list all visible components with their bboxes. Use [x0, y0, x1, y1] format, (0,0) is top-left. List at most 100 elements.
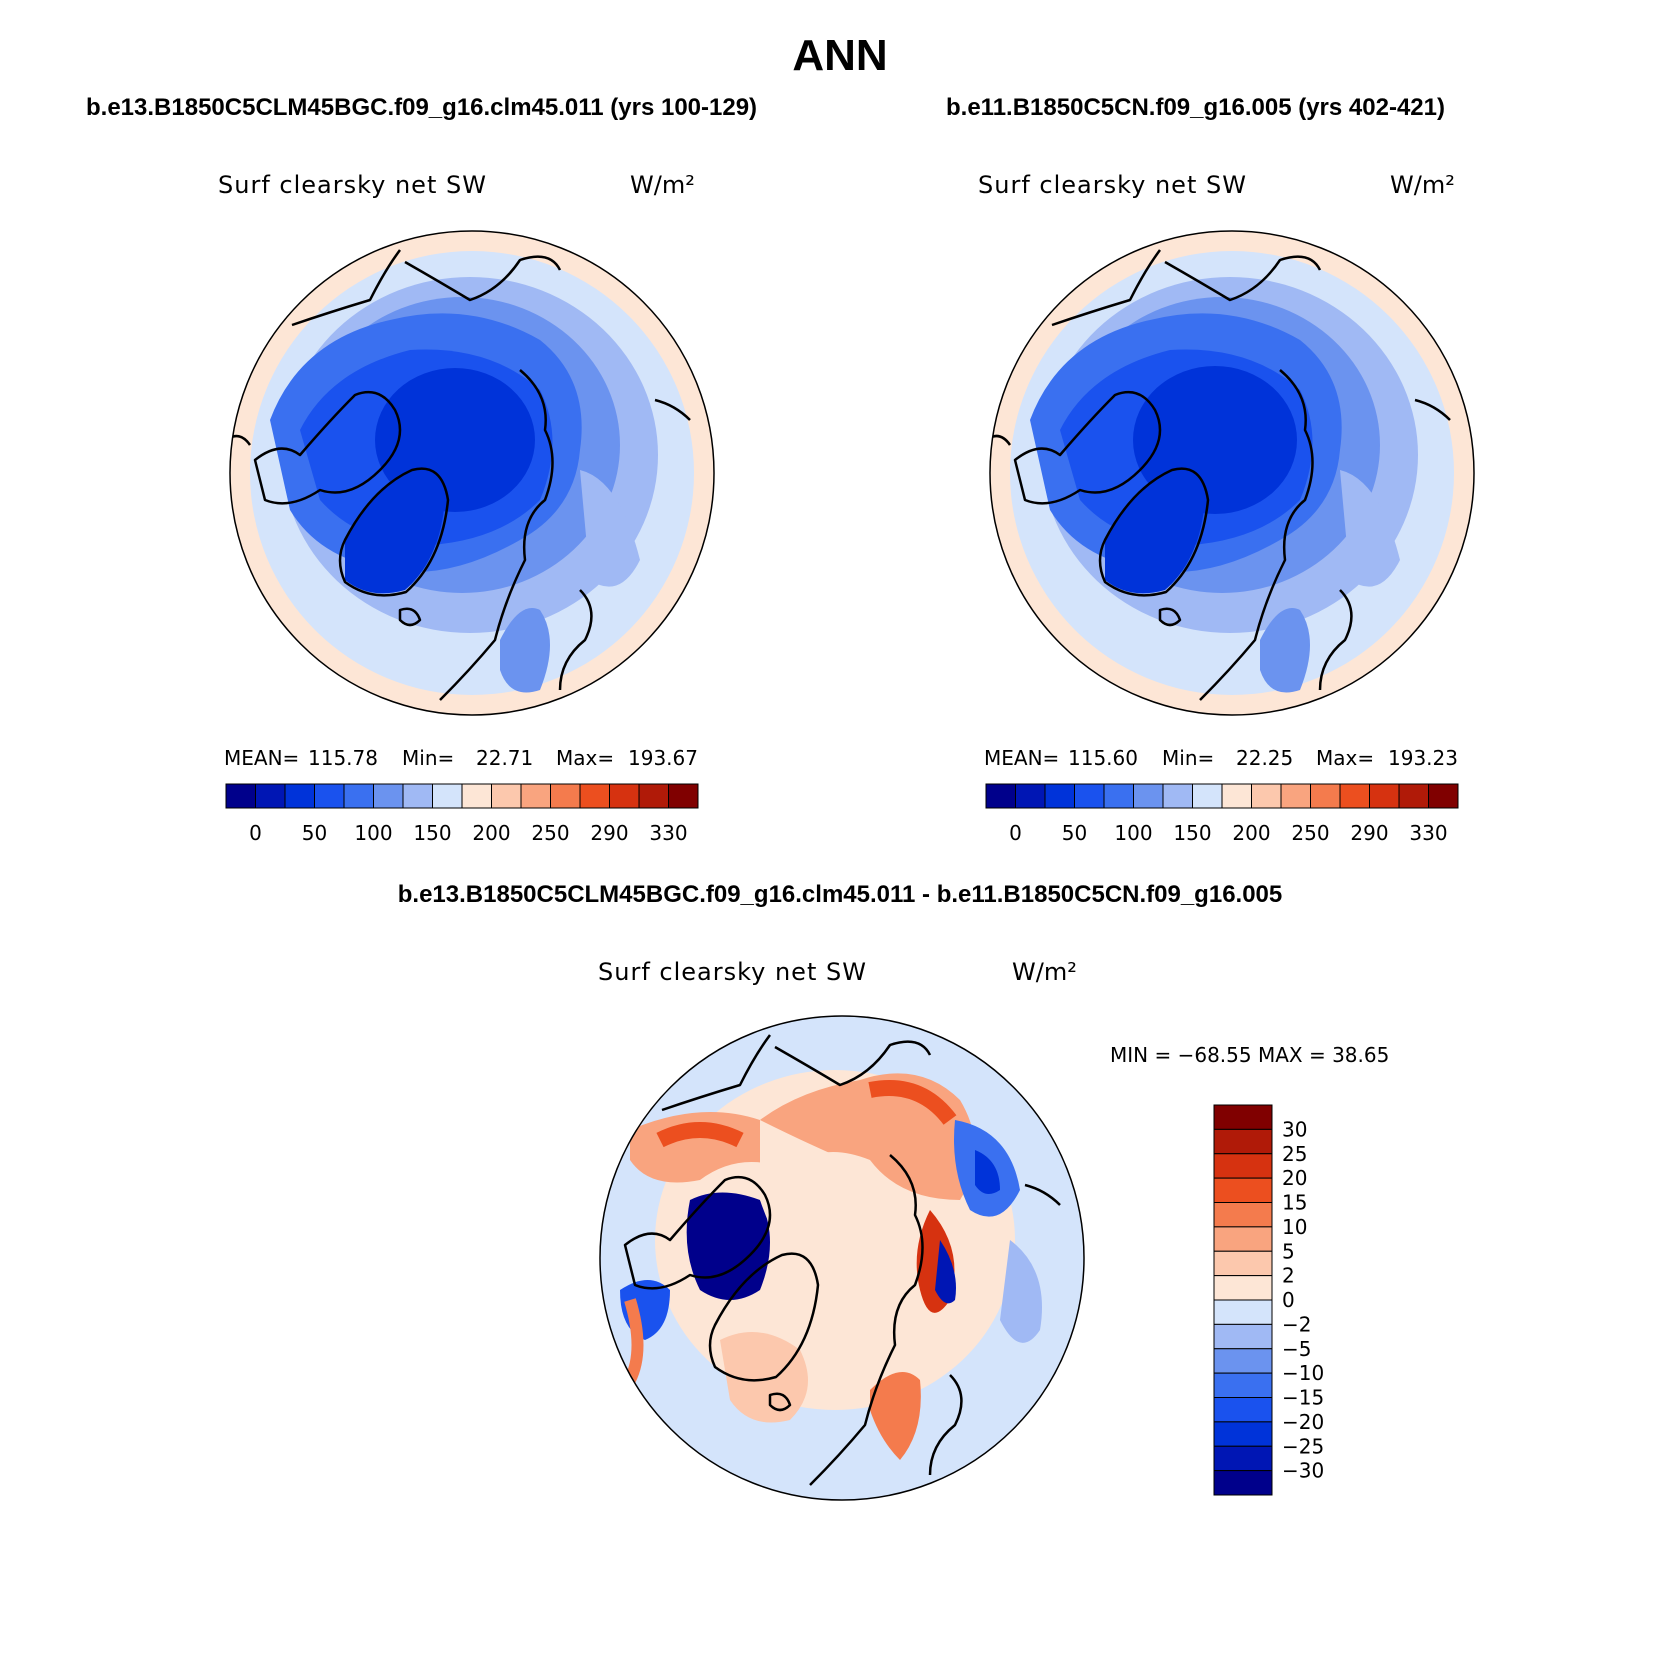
panel-2-colorbar-swatch — [1192, 783, 1223, 809]
diff-colorbar-tick-label: −30 — [1282, 1459, 1324, 1483]
diff-map — [600, 1016, 1084, 1500]
panel-1-colorbar-tick-label: 290 — [590, 821, 628, 845]
panel-1-units: W/m² — [630, 171, 695, 199]
panel-1-coastlines — [230, 249, 691, 701]
diff-colorbar-tick-label: 30 — [1282, 1117, 1307, 1141]
diff-colorbar-swatch — [1213, 1177, 1273, 1203]
panel-1-colorbar: 0 50 100 150 200 250 290 330 — [225, 783, 699, 845]
panel-2-min-label: Min= — [1162, 746, 1214, 770]
panel-2-stats: MEAN= 115.60 Min= 22.25 Max= 193.23 — [984, 746, 1458, 770]
panel-2-colorbar-tick-label: 50 — [1062, 821, 1087, 845]
panel-1-colorbar-swatch — [402, 783, 433, 809]
panel-2-var-label: Surf clearsky net SW — [978, 171, 1247, 199]
diff-var-label: Surf clearsky net SW — [598, 958, 867, 986]
panel-2-map — [990, 231, 1474, 715]
panel-1-colorbar-tick-label: 50 — [302, 821, 327, 845]
panel-1-colorbar-swatch — [284, 783, 315, 809]
diff-colorbar-tick-label: −15 — [1282, 1386, 1324, 1410]
panel-1-colorbar-swatch — [609, 783, 640, 809]
panel-2-mean-value: 115.60 — [1068, 746, 1138, 770]
diff-units: W/m² — [1012, 958, 1077, 986]
panel-2-colorbar-swatch — [1074, 783, 1105, 809]
diff-minmax: MIN = −68.55 MAX = 38.65 — [1110, 1043, 1389, 1067]
panel-2-colorbar-swatch — [1103, 783, 1134, 809]
diff-colorbar-swatch — [1213, 1323, 1273, 1350]
panel-1-max-label: Max= — [556, 746, 614, 770]
diff-colorbar-swatch — [1213, 1470, 1273, 1496]
panel-1-min-label: Min= — [402, 746, 454, 770]
panel-2-colorbar-swatch — [1251, 783, 1282, 809]
panel-2: b.e11.B1850C5CN.f09_g16.005 (yrs 402-421… — [946, 94, 1475, 845]
diff-colorbar-swatch — [1213, 1421, 1273, 1447]
panel-2-colorbar-swatch — [1339, 783, 1370, 809]
panel-2-units: W/m² — [1390, 171, 1455, 199]
panel-1-max-value: 193.67 — [628, 746, 698, 770]
panel-2-case-title: b.e11.B1850C5CN.f09_g16.005 (yrs 402-421… — [946, 94, 1445, 121]
panel-1-colorbar-swatch — [343, 783, 374, 809]
diff-colorbar-tick-label: −20 — [1282, 1410, 1324, 1434]
diff-colorbar-tick-label: −25 — [1282, 1434, 1324, 1458]
panel-2-colorbar-tick-label: 290 — [1350, 821, 1388, 845]
panel-1-colorbar-swatch — [225, 783, 256, 809]
panel-1-colorbar-tick-label: 250 — [531, 821, 569, 845]
diff-colorbar-swatch — [1213, 1226, 1273, 1252]
panel-2-colorbar-swatch — [1428, 783, 1459, 809]
panel-1-stats: MEAN= 115.78 Min= 22.71 Max= 193.67 — [224, 746, 698, 770]
diff-colorbar-swatch — [1213, 1299, 1273, 1325]
panel-2-colorbar-swatch — [1369, 783, 1400, 809]
panel-1-colorbar-tick-label: 200 — [472, 821, 510, 845]
panel-2-colorbar-tick-label: 0 — [1009, 821, 1022, 845]
panel-2-colorbar-tick-label: 200 — [1232, 821, 1270, 845]
diff-colorbar-tick-label: 10 — [1282, 1215, 1307, 1239]
panel-1-colorbar-swatch — [550, 783, 581, 809]
diff-map-border — [599, 1015, 1085, 1501]
panel-1-min-value: 22.71 — [476, 746, 533, 770]
diff-colorbar-tick-label: 0 — [1282, 1288, 1295, 1312]
panel-2-colorbar-swatch — [985, 783, 1016, 809]
panel-2-coastlines — [990, 249, 1451, 701]
panel-2-colorbar-swatch — [1398, 783, 1429, 809]
diff-colorbar-tick-label: 20 — [1282, 1166, 1307, 1190]
diff-title: b.e13.B1850C5CLM45BGC.f09_g16.clm45.011 … — [398, 881, 1283, 908]
main-title: ANN — [792, 31, 887, 80]
panel-1-colorbar-tick-label: 330 — [649, 821, 687, 845]
diff-colorbar-tick-label: 25 — [1282, 1142, 1307, 1166]
panel-1-colorbar-swatch — [520, 783, 551, 809]
panel-1: b.e13.B1850C5CLM45BGC.f09_g16.clm45.011 … — [86, 94, 757, 845]
panel-1-colorbar-swatch — [491, 783, 522, 809]
panel-2-map-border — [989, 230, 1475, 716]
diff-colorbar-tick-label: 5 — [1282, 1239, 1295, 1263]
diff-colorbar-swatch — [1213, 1275, 1273, 1301]
panel-2-colorbar-tick-label: 100 — [1114, 821, 1152, 845]
panel-1-colorbar-swatch — [314, 783, 345, 809]
panel-2-colorbar-tick-label: 250 — [1291, 821, 1329, 845]
panel-1-colorbar-tick-label: 0 — [249, 821, 262, 845]
diff-panel: b.e13.B1850C5CLM45BGC.f09_g16.clm45.011 … — [398, 881, 1389, 1501]
panel-1-var-label: Surf clearsky net SW — [218, 171, 487, 199]
diff-colorbar-swatch — [1213, 1153, 1273, 1179]
diff-colorbar-swatch — [1213, 1445, 1273, 1472]
diff-colorbar-swatch — [1213, 1372, 1273, 1398]
panel-1-map-border — [229, 230, 715, 716]
diff-colorbar-swatch — [1213, 1397, 1273, 1423]
panel-1-colorbar-swatch — [461, 783, 492, 809]
panel-1-colorbar-swatch — [432, 783, 463, 809]
panel-2-colorbar-swatch — [1162, 783, 1193, 809]
panel-2-min-value: 22.25 — [1236, 746, 1293, 770]
diff-colorbar-swatch — [1213, 1250, 1273, 1277]
diff-colorbar-tick-label: −5 — [1282, 1337, 1311, 1361]
diff-colorbar-tick-label: −10 — [1282, 1361, 1324, 1385]
panel-2-colorbar-tick-label: 150 — [1173, 821, 1211, 845]
panel-2-colorbar: 0 50 100 150 200 250 290 330 — [985, 783, 1459, 845]
panel-2-colorbar-swatch — [1133, 783, 1164, 809]
panel-2-max-value: 193.23 — [1388, 746, 1458, 770]
panel-2-colorbar-swatch — [1015, 783, 1046, 809]
panel-1-mean-value: 115.78 — [308, 746, 378, 770]
panel-2-colorbar-tick-label: 330 — [1409, 821, 1447, 845]
diff-colorbar-swatch — [1213, 1348, 1273, 1374]
panel-1-colorbar-swatch — [638, 783, 669, 809]
panel-1-colorbar-swatch — [373, 783, 404, 809]
panel-1-colorbar-tick-label: 100 — [354, 821, 392, 845]
panel-1-case-title: b.e13.B1850C5CLM45BGC.f09_g16.clm45.011 … — [86, 94, 757, 121]
